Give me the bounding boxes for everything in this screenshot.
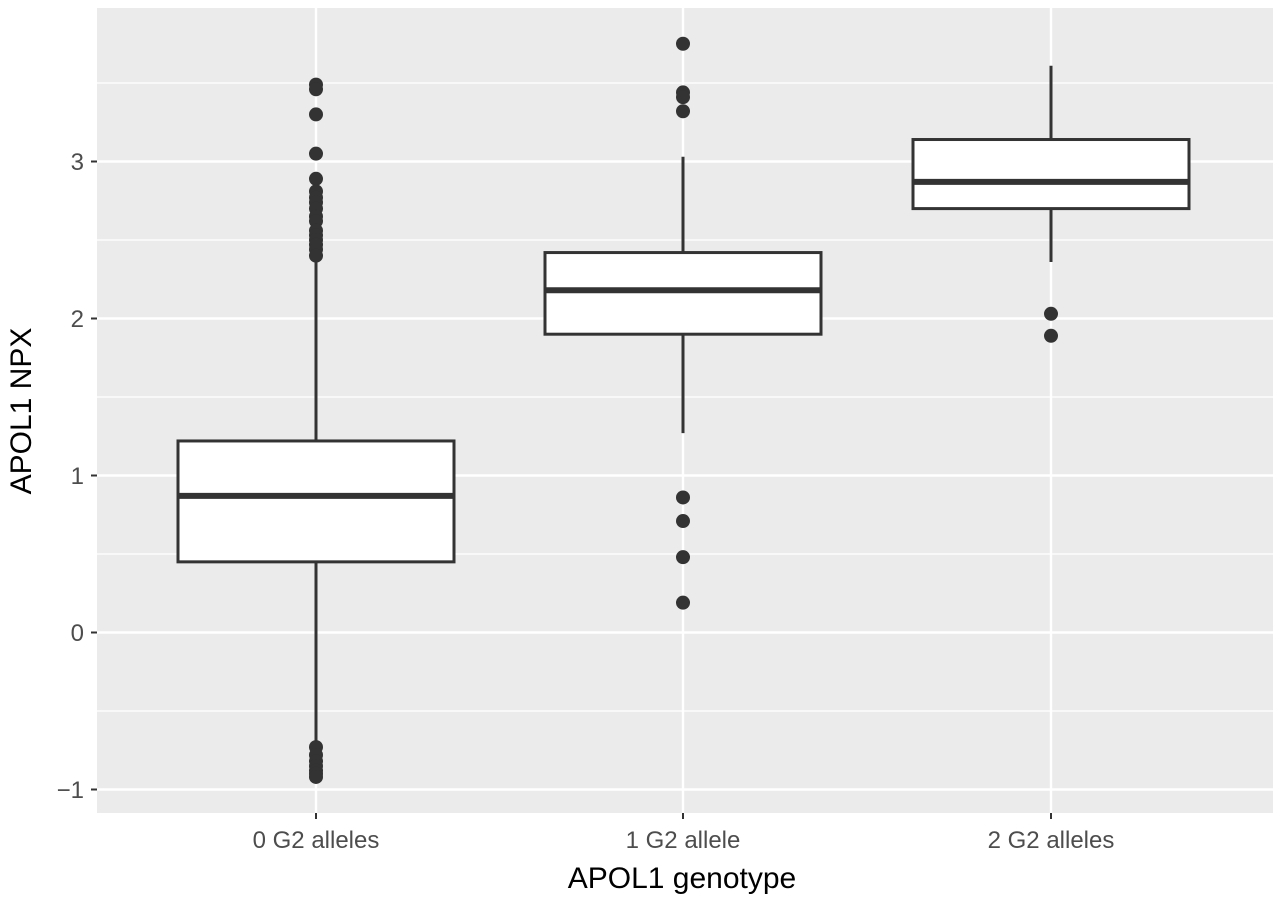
y-tick-label: −1 — [57, 777, 84, 804]
box-layer — [176, 36, 1191, 784]
box-iqr — [543, 251, 823, 336]
x-tick-label: 0 G2 alleles — [253, 827, 380, 854]
outlier-point — [676, 595, 690, 610]
y-tick-label: 2 — [71, 306, 84, 333]
box-group — [176, 77, 456, 784]
outlier-point — [676, 90, 690, 105]
outlier-point — [676, 490, 690, 505]
y-tick-label: 1 — [71, 463, 84, 490]
outlier-point — [676, 36, 690, 51]
x-tick-label: 1 G2 allele — [626, 827, 741, 854]
outlier-point — [309, 146, 323, 161]
outlier-point — [676, 104, 690, 119]
box-iqr — [911, 138, 1191, 211]
outlier-point — [309, 248, 323, 263]
outlier-point — [309, 769, 323, 784]
outlier-point — [1044, 328, 1058, 343]
outlier-point — [309, 107, 323, 122]
outlier-point — [1044, 306, 1058, 321]
outlier-point — [676, 514, 690, 529]
x-axis-title: APOL1 genotype — [568, 862, 797, 895]
x-tick-label: 2 G2 alleles — [988, 827, 1115, 854]
x-axis: 0 G2 alleles 1 G2 allele 2 G2 alleles — [253, 813, 1115, 854]
y-axis-title: APOL1 NPX — [5, 328, 38, 495]
box-iqr — [176, 439, 456, 564]
outlier-point — [676, 550, 690, 565]
outlier-point — [309, 171, 323, 186]
box-group — [911, 65, 1191, 343]
plot-panel — [97, 8, 1273, 813]
y-tick-label: 0 — [71, 620, 84, 647]
y-tick-label: 3 — [71, 149, 84, 176]
outlier-point — [309, 82, 323, 97]
box-group — [543, 36, 823, 610]
y-axis: −1 0 1 2 3 — [57, 149, 97, 804]
